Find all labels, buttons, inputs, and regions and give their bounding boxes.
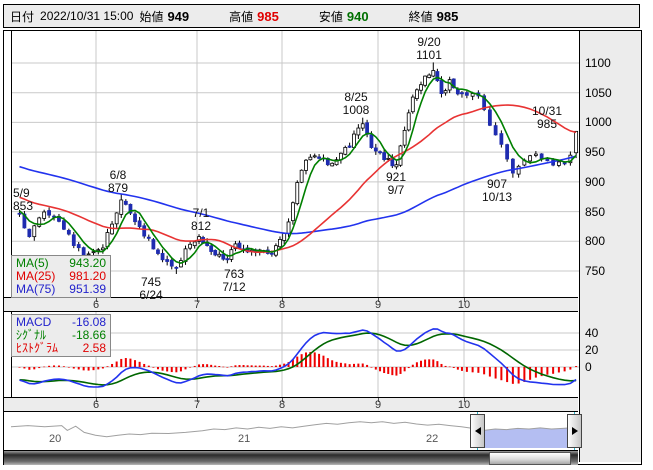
- scrollbar-thumb[interactable]: [489, 452, 571, 465]
- date-label: 日付: [10, 9, 35, 24]
- ma25-value: 981.20: [69, 269, 106, 283]
- annotation-7/1-812: 7/1 812: [190, 206, 212, 233]
- ohlc-header: 日付 2022/10/31 15:00 始値 949 高値 985 安値 940…: [3, 4, 640, 28]
- month-tick-label: 7: [193, 299, 201, 311]
- price-tick-label: 1000: [585, 115, 612, 130]
- month-tick-label: 6: [92, 299, 100, 311]
- price-tick-label: 1100: [585, 56, 611, 70]
- high-value: 985: [257, 8, 279, 24]
- ma5-value: 943.20: [69, 256, 106, 270]
- ma75-label: MA(75): [16, 282, 56, 296]
- navigator[interactable]: 20 21 22: [4, 412, 582, 450]
- month-tick: [96, 398, 97, 402]
- annotation-5/9-853: 5/9 853: [13, 186, 34, 213]
- open-label: 始値: [139, 9, 164, 24]
- month-tick: [282, 398, 283, 402]
- month-tick: [197, 298, 198, 302]
- annotation-907-10/13: 907 10/13: [481, 177, 513, 204]
- navigator-handle-left[interactable]: [470, 414, 486, 448]
- year-label-22: 22: [426, 433, 439, 445]
- signal-value: -18.66: [71, 328, 106, 342]
- histogram-value: 2.58: [82, 341, 106, 355]
- open-value: 949: [167, 8, 190, 24]
- month-tick-label: 10: [457, 299, 471, 311]
- low-label: 安値: [318, 9, 343, 24]
- month-tick-label: 8: [278, 399, 286, 411]
- signal-label: ｼｸﾞﾅﾙ: [16, 328, 47, 342]
- price-tick-label: 800: [585, 234, 606, 249]
- scrollbar-track[interactable]: [4, 450, 578, 465]
- histogram-label: ﾋｽﾄｸﾞﾗﾑ: [16, 341, 59, 355]
- annotation-9/20-1101: 9/20 1101: [416, 35, 442, 62]
- macd-chart: [11, 312, 579, 397]
- date-value: 2022/10/31 15:00: [40, 9, 134, 23]
- macd-tick-label: 40: [585, 326, 599, 340]
- month-tick-label: 6: [92, 399, 100, 411]
- ma75-value: 951.39: [69, 282, 106, 296]
- annotation-921-9/7: 921 9/7: [385, 170, 407, 197]
- annotation-745-6/24: 745 6/24: [139, 275, 163, 302]
- macd-tick-label: 20: [585, 343, 599, 357]
- right-arrow-icon: [571, 427, 578, 435]
- month-tick-label: 9: [374, 299, 382, 311]
- price-axis-gutter: [579, 31, 641, 462]
- navigator-handle-right[interactable]: [567, 414, 582, 448]
- month-axis-top: 6 7 8 9 10: [4, 297, 578, 312]
- price-tick-label: 900: [585, 174, 606, 189]
- month-tick: [378, 298, 379, 302]
- month-tick: [378, 398, 379, 402]
- annotation-8/25-1008: 8/25 1008: [342, 90, 370, 117]
- month-tick: [464, 298, 465, 302]
- ma25-label: MA(25): [16, 269, 56, 283]
- high-label: 高値: [229, 9, 254, 24]
- candlestick-chart: [11, 31, 579, 297]
- month-tick: [96, 298, 97, 302]
- chart-region: 6 7 8 9 10 6 7 8 9 10 MA(5) 943.20 MA(25) 981.20 M…: [3, 30, 642, 465]
- year-label-21: 21: [238, 433, 251, 445]
- month-tick-label: 7: [193, 399, 201, 411]
- month-tick-label: 9: [374, 399, 382, 411]
- price-tick-label: 950: [585, 145, 606, 160]
- navigator-sparkline: [10, 421, 575, 448]
- macd-legend: MACD -16.08 ｼｸﾞﾅﾙ -18.66 ﾋｽﾄｸﾞﾗﾑ 2.58: [11, 314, 111, 357]
- left-arrow-icon: [474, 427, 481, 435]
- macd-label: MACD: [16, 315, 52, 329]
- low-value: 940: [346, 8, 369, 24]
- macd-value: -16.08: [71, 315, 106, 329]
- ma-legend: MA(5) 943.20 MA(25) 981.20 MA(75) 951.39: [11, 255, 111, 298]
- annotation-10/31-985: 10/31 985: [531, 104, 563, 131]
- annotation-6/8-879: 6/8 879: [107, 168, 129, 195]
- month-axis-bottom: 6 7 8 9 10: [4, 397, 578, 412]
- close-label: 終値: [408, 9, 433, 24]
- macd-tick-label: 0: [585, 360, 592, 374]
- month-tick: [464, 398, 465, 402]
- close-value: 985: [436, 8, 459, 24]
- month-tick: [282, 298, 283, 302]
- price-tick-label: 1050: [585, 85, 612, 100]
- month-tick-label: 10: [457, 399, 471, 411]
- month-tick-label: 8: [278, 299, 286, 311]
- price-tick-label: 750: [585, 264, 606, 278]
- price-tick-label: 850: [585, 204, 606, 219]
- year-label-20: 20: [49, 433, 62, 445]
- ma5-label: MA(5): [16, 256, 49, 270]
- annotation-763-7/12: 763 7/12: [222, 267, 246, 294]
- month-tick: [197, 398, 198, 402]
